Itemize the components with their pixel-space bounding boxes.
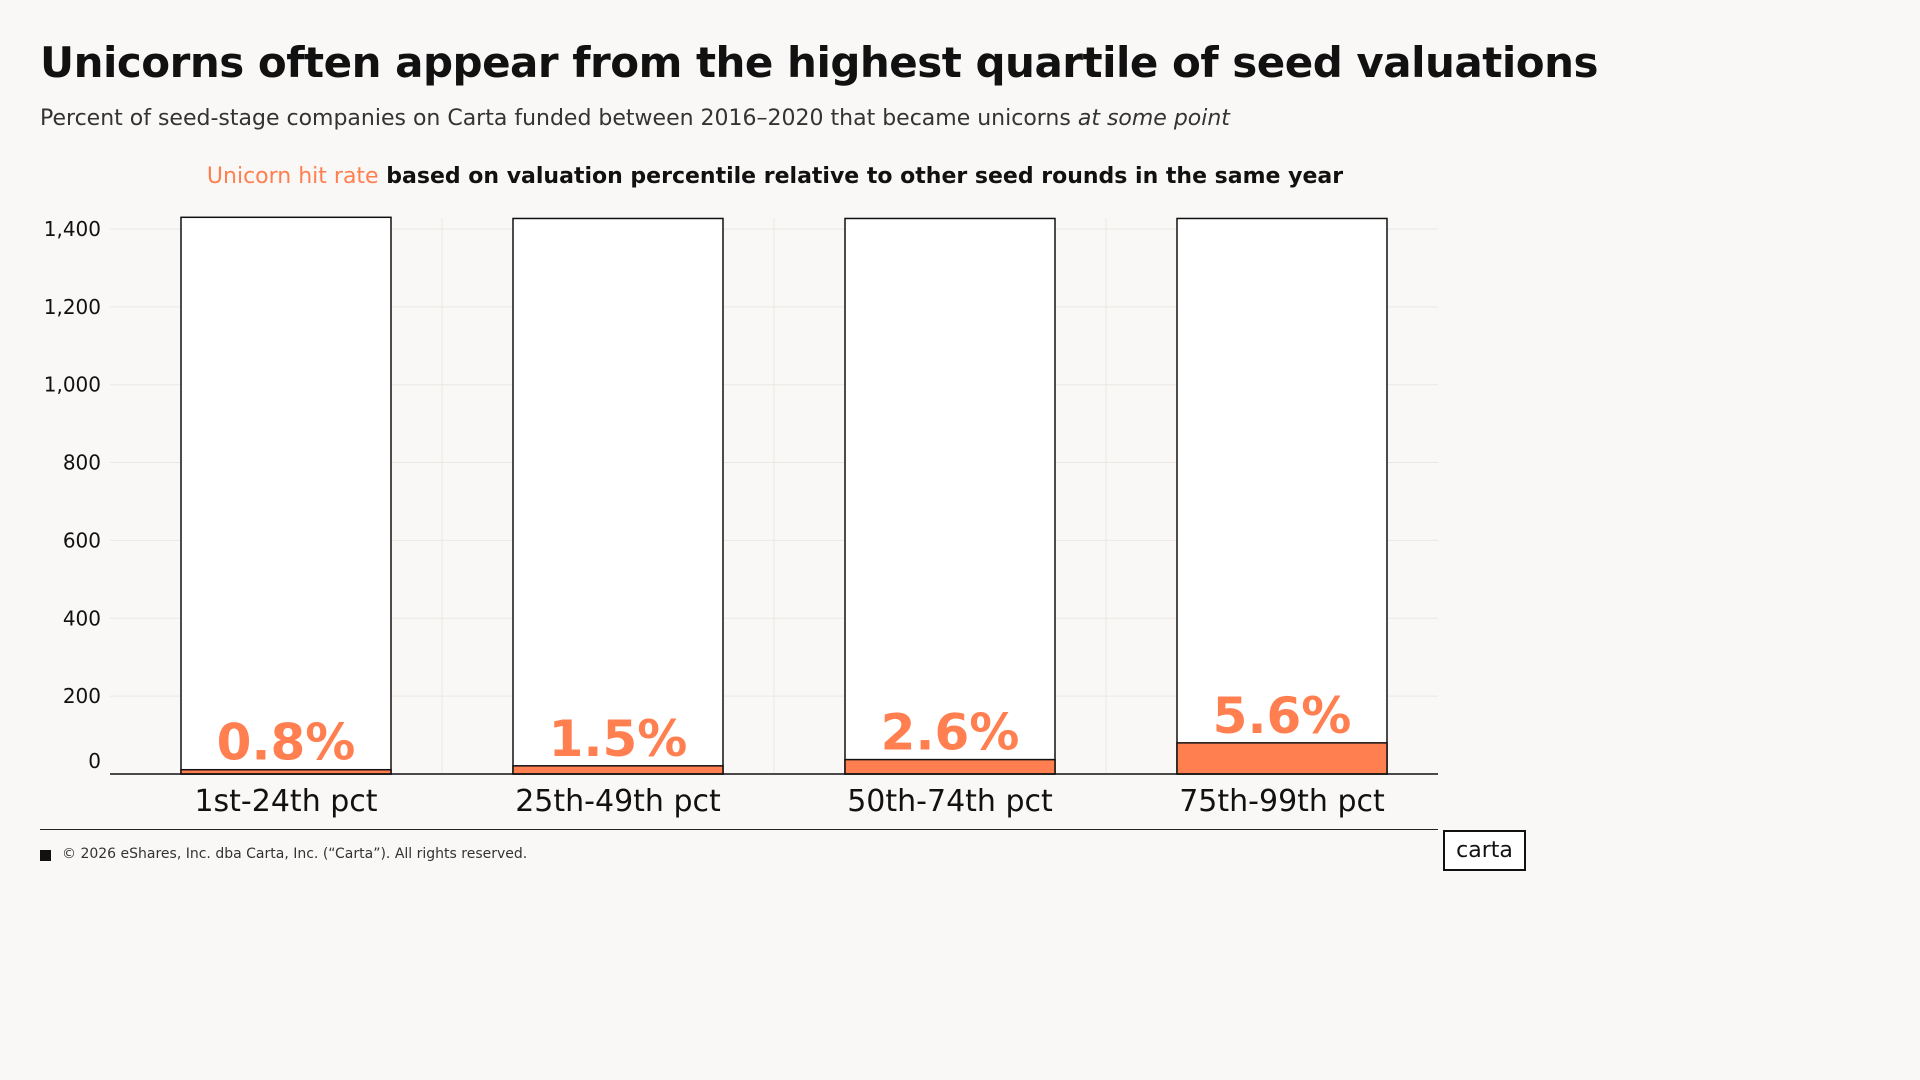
unicorn-bar	[844, 758, 1056, 775]
footer-square-icon	[40, 850, 51, 861]
y-tick-label: 0	[88, 749, 101, 773]
y-tick-label: 400	[63, 606, 101, 630]
data-label: 1.5%	[549, 710, 688, 768]
y-tick-label: 600	[63, 528, 101, 552]
chart-heading: Unicorn hit rate based on valuation perc…	[0, 164, 1550, 189]
y-tick-label: 1,400	[44, 217, 101, 241]
y-tick-label: 1,200	[44, 295, 101, 319]
x-tick-label: 1st-24th pct	[194, 784, 377, 819]
x-tick-label: 25th-49th pct	[515, 784, 721, 819]
x-tick-label: 50th-74th pct	[847, 784, 1053, 819]
x-tick-label: 75th-99th pct	[1179, 784, 1385, 819]
copyright-text: © 2026 eShares, Inc. dba Carta, Inc. (“C…	[62, 846, 528, 862]
data-label: 0.8%	[217, 714, 356, 772]
data-label: 2.6%	[881, 704, 1020, 762]
data-label: 5.6%	[1213, 687, 1352, 745]
carta-logo: carta	[1443, 830, 1526, 871]
total-bar	[844, 217, 1056, 775]
bar-chart: 0 200 400 600 800 1,000 1,200 1,400 0.8% 1st-24th…	[44, 216, 1438, 819]
y-tick-label: 200	[63, 684, 101, 708]
chart-heading-rest: based on valuation percentile relative t…	[378, 164, 1344, 189]
footer-divider	[40, 829, 1438, 830]
subtitle-text: Percent of seed-stage companies on Carta…	[40, 106, 1078, 131]
page-title: Unicorns often appear from the highest q…	[40, 38, 1598, 87]
y-tick-label: 1,000	[44, 373, 101, 397]
page-subtitle: Percent of seed-stage companies on Carta…	[40, 106, 1230, 131]
total-bar	[1176, 217, 1388, 775]
unicorn-bar	[1176, 742, 1388, 775]
y-tick-label: 800	[63, 451, 101, 475]
chart-heading-highlight: Unicorn hit rate	[206, 164, 379, 189]
total-bar	[512, 217, 724, 775]
subtitle-emphasis: at some point	[1077, 106, 1230, 131]
total-bar	[180, 216, 392, 775]
